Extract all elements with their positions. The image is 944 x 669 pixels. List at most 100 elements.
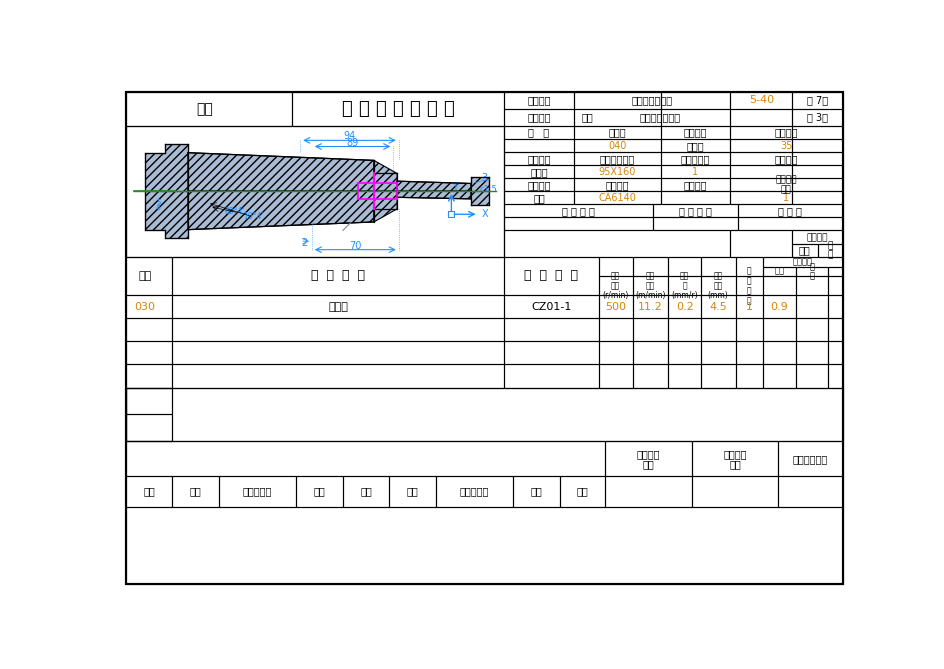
Text: 日期: 日期 <box>576 486 587 496</box>
Bar <box>827 341 842 365</box>
Text: 2: 2 <box>301 237 307 248</box>
Text: 车端面: 车端面 <box>686 140 703 151</box>
Text: 10°4': 10°4' <box>244 212 263 221</box>
Text: 材料牌号: 材料牌号 <box>773 128 797 138</box>
Text: 审核（日
期）: 审核（日 期） <box>722 449 746 470</box>
Bar <box>762 257 842 267</box>
Bar <box>660 109 730 126</box>
Bar <box>735 341 762 365</box>
Bar <box>435 476 513 507</box>
Bar <box>791 230 842 244</box>
Text: 签字: 签字 <box>313 486 325 496</box>
Text: 94: 94 <box>343 132 355 141</box>
Bar <box>503 191 573 204</box>
Bar <box>791 165 842 178</box>
Text: 机动: 机动 <box>773 267 784 276</box>
Bar <box>791 126 842 138</box>
Text: 辅
助: 辅 助 <box>808 262 814 280</box>
Text: 工序号: 工序号 <box>608 128 625 138</box>
Bar <box>573 165 660 178</box>
Text: 第 3页: 第 3页 <box>806 112 827 122</box>
Bar <box>126 415 172 442</box>
Bar <box>660 165 730 178</box>
Polygon shape <box>188 191 374 229</box>
Bar <box>598 365 632 387</box>
Polygon shape <box>470 177 488 191</box>
Bar <box>503 341 598 365</box>
Text: 共 7页: 共 7页 <box>806 95 827 105</box>
Bar <box>667 295 700 318</box>
Bar <box>762 267 796 276</box>
Bar <box>827 365 842 387</box>
Bar <box>632 295 667 318</box>
Bar <box>730 191 791 204</box>
Bar <box>791 178 842 191</box>
Bar <box>735 276 762 295</box>
Bar <box>172 341 503 365</box>
Bar <box>796 295 827 318</box>
Text: 500: 500 <box>604 302 626 312</box>
Bar <box>126 92 293 126</box>
Bar <box>660 191 730 204</box>
Bar <box>778 476 842 507</box>
Bar <box>827 276 842 295</box>
Bar <box>632 365 667 387</box>
Polygon shape <box>188 153 374 191</box>
Polygon shape <box>396 181 470 191</box>
Bar <box>172 257 503 295</box>
Text: 1: 1 <box>745 302 751 312</box>
Bar <box>573 138 660 152</box>
Bar <box>503 365 598 387</box>
Text: 日期: 日期 <box>360 486 372 496</box>
Bar <box>762 276 796 295</box>
Bar <box>796 276 827 295</box>
Bar <box>660 178 730 191</box>
Bar <box>503 318 598 341</box>
Bar <box>730 152 791 165</box>
Bar <box>219 476 296 507</box>
Bar <box>293 92 503 126</box>
Text: 签字: 签字 <box>531 486 542 496</box>
Bar <box>503 295 598 318</box>
Text: 更改文件号: 更改文件号 <box>460 486 489 496</box>
Bar <box>737 217 842 230</box>
Text: 毛坯外形尺寸: 毛坯外形尺寸 <box>598 154 634 164</box>
Bar <box>632 276 667 295</box>
Bar <box>598 318 632 341</box>
Text: 1: 1 <box>783 193 788 203</box>
Bar <box>791 92 842 109</box>
Bar <box>632 341 667 365</box>
Text: 切削
深度
(mm): 切削 深度 (mm) <box>707 272 728 300</box>
Bar <box>573 109 660 126</box>
Text: 车床: 车床 <box>532 193 545 203</box>
Bar <box>791 244 818 257</box>
Bar <box>503 230 730 257</box>
Bar <box>762 318 796 341</box>
Bar <box>503 178 573 191</box>
Text: 编制（日
期）: 编制（日 期） <box>636 449 659 470</box>
Bar <box>796 267 827 276</box>
Text: 0.9: 0.9 <box>769 302 787 312</box>
Bar <box>126 257 172 295</box>
Bar <box>762 295 796 318</box>
Text: 11.2: 11.2 <box>637 302 663 312</box>
Bar <box>730 178 791 191</box>
Text: 设备名称: 设备名称 <box>527 180 550 190</box>
Text: 4: 4 <box>156 203 160 212</box>
Text: 序号: 序号 <box>139 271 152 281</box>
Text: 030: 030 <box>135 302 156 312</box>
Polygon shape <box>145 145 188 191</box>
Bar <box>667 365 700 387</box>
Text: 95X160: 95X160 <box>598 167 635 177</box>
Text: 1: 1 <box>692 167 698 177</box>
Bar <box>700 341 735 365</box>
Text: 3: 3 <box>480 173 486 183</box>
Text: Y: Y <box>452 183 458 192</box>
Bar <box>762 341 796 365</box>
Bar <box>791 152 842 165</box>
Text: 产品型号: 产品型号 <box>527 95 550 105</box>
Text: 工序工时: 工序工时 <box>805 233 827 242</box>
Text: 切削
速度
(m/min): 切削 速度 (m/min) <box>634 272 666 300</box>
Bar <box>129 127 499 255</box>
Bar <box>730 138 791 152</box>
